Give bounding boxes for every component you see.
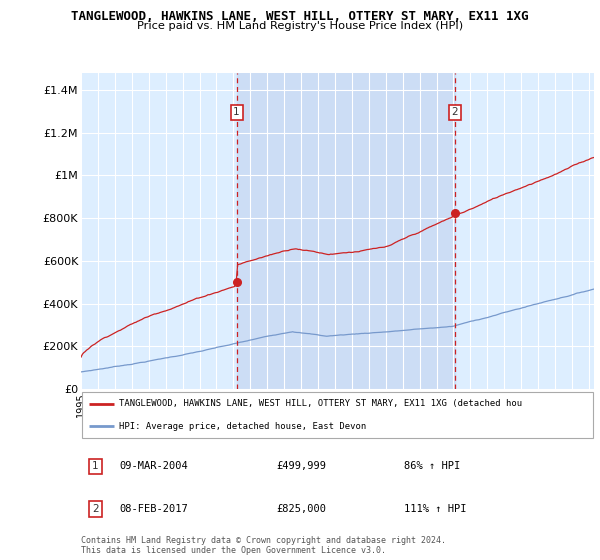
Text: Price paid vs. HM Land Registry's House Price Index (HPI): Price paid vs. HM Land Registry's House …	[137, 21, 463, 31]
Text: 1: 1	[92, 461, 98, 472]
Text: 08-FEB-2017: 08-FEB-2017	[119, 504, 188, 514]
Text: TANGLEWOOD, HAWKINS LANE, WEST HILL, OTTERY ST MARY, EX11 1XG: TANGLEWOOD, HAWKINS LANE, WEST HILL, OTT…	[71, 10, 529, 22]
Text: TANGLEWOOD, HAWKINS LANE, WEST HILL, OTTERY ST MARY, EX11 1XG (detached hou: TANGLEWOOD, HAWKINS LANE, WEST HILL, OTT…	[119, 399, 523, 408]
Text: 2: 2	[92, 504, 98, 514]
Text: 09-MAR-2004: 09-MAR-2004	[119, 461, 188, 472]
Text: 2: 2	[452, 108, 458, 118]
Text: 86% ↑ HPI: 86% ↑ HPI	[404, 461, 460, 472]
Text: HPI: Average price, detached house, East Devon: HPI: Average price, detached house, East…	[119, 422, 367, 431]
Text: £825,000: £825,000	[276, 504, 326, 514]
FancyBboxPatch shape	[82, 393, 593, 437]
Text: 111% ↑ HPI: 111% ↑ HPI	[404, 504, 467, 514]
Text: 1: 1	[233, 108, 240, 118]
Text: Contains HM Land Registry data © Crown copyright and database right 2024.
This d: Contains HM Land Registry data © Crown c…	[81, 536, 446, 556]
Text: £499,999: £499,999	[276, 461, 326, 472]
Bar	[236, 73, 455, 389]
